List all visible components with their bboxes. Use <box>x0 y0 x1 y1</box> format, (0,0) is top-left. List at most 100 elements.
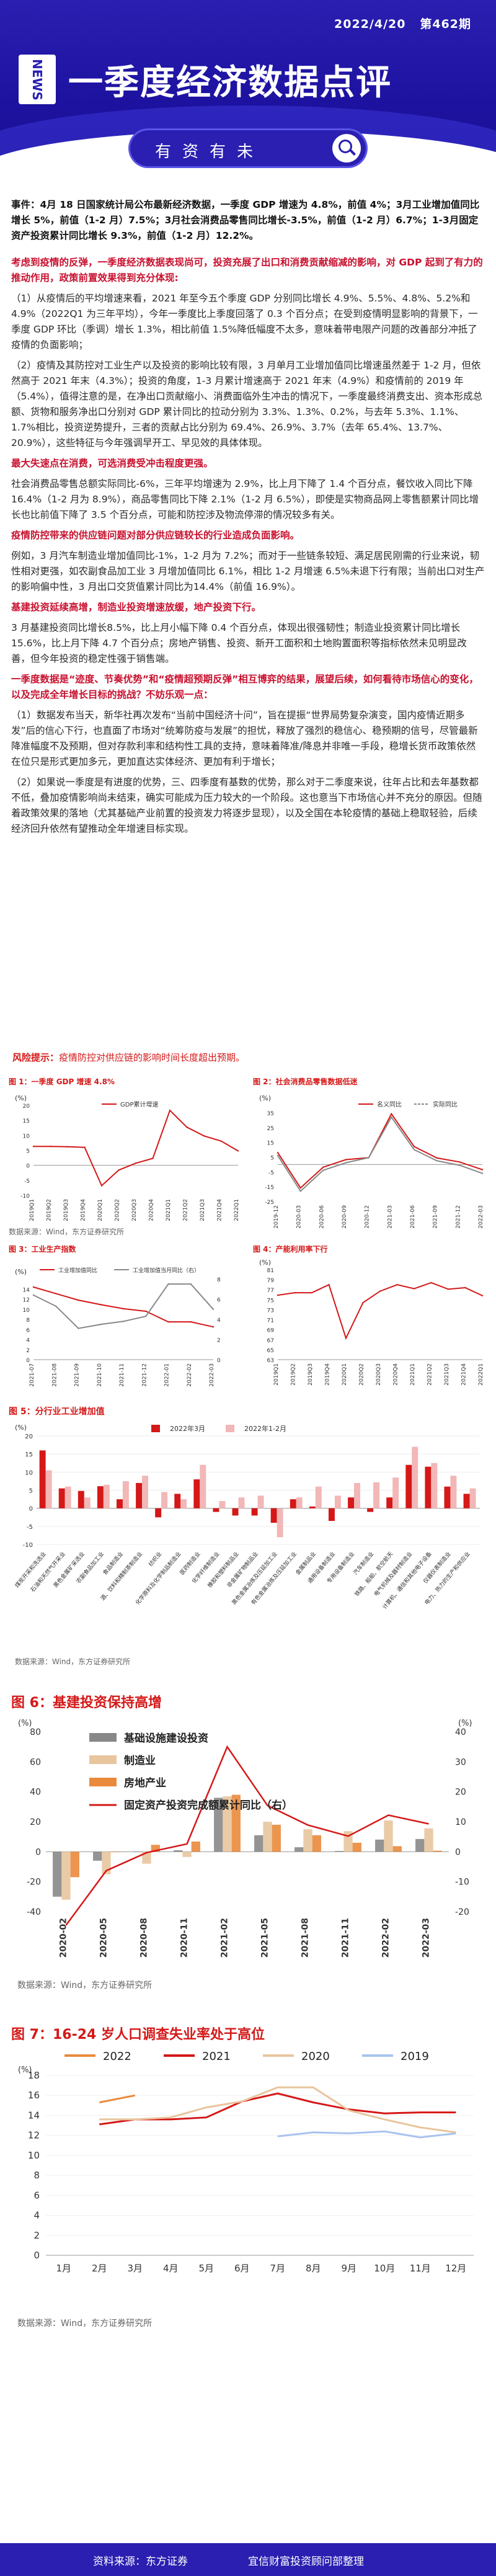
x-tick-label: 2019Q1 <box>273 1363 280 1386</box>
bar <box>290 1499 296 1509</box>
data-point <box>220 1140 222 1142</box>
footer-bar: 资料来源：东方证券 宜信财富投资顾问部整理 <box>0 2543 496 2576</box>
bar <box>39 1450 46 1509</box>
consumption-heading: 最大失速点在消费，可选消费受冲击程度更强。 <box>11 458 213 469</box>
bar <box>254 1835 264 1852</box>
x-tick-label: 纺织业 <box>147 1550 164 1567</box>
y-tick-label: 40 <box>30 1788 41 1798</box>
bar <box>431 1463 438 1509</box>
data-point <box>237 1150 239 1152</box>
x-tick-label: 2022-02 <box>187 1363 193 1387</box>
x-tick-label: 2021Q1 <box>410 1363 416 1386</box>
bar <box>174 1850 183 1852</box>
x-tick-label: 石油和天然气开采业 <box>29 1550 67 1593</box>
series-line <box>33 1109 239 1187</box>
x-tick-label: 2021-09 <box>433 1205 439 1229</box>
data-point <box>212 1326 215 1328</box>
x-tick-label: 2021-06 <box>410 1205 416 1229</box>
legend-label: 2022 <box>103 2050 131 2063</box>
x-tick-label: 2019Q4 <box>81 1199 87 1221</box>
y-tick-label: 15 <box>23 1118 30 1125</box>
bar <box>354 1482 360 1509</box>
data-point <box>55 1305 57 1308</box>
bar <box>352 1842 361 1852</box>
data-point <box>459 1161 461 1163</box>
y-tick-label: 10 <box>23 1308 30 1314</box>
y2-tick-label: 8 <box>217 1277 221 1283</box>
x-tick-label: 2021-08 <box>51 1363 58 1387</box>
data-point <box>50 1146 51 1148</box>
x-tick-label: 2022-03 <box>422 1918 432 1958</box>
y-tick-label: 5 <box>270 1155 274 1161</box>
event-text: 4月 18 日国家统计局公布最新经济数据，一季度 GDP 增速为 4.8%，前值… <box>11 199 480 241</box>
y-tick-label: 25 <box>267 1126 274 1132</box>
data-point <box>122 1308 125 1310</box>
legend-swatch <box>89 1733 117 1742</box>
bar <box>424 1828 433 1852</box>
search-icon[interactable] <box>332 134 361 163</box>
bar <box>463 1494 470 1509</box>
bar <box>142 1476 148 1509</box>
x-tick-label: 2021Q1 <box>166 1199 172 1221</box>
x-tick-label: 10月 <box>374 2263 395 2274</box>
data-point <box>391 1113 392 1115</box>
x-tick-label: 2020-09 <box>342 1205 348 1229</box>
data-point <box>135 1162 137 1164</box>
x-tick-label: 1月 <box>56 2263 71 2274</box>
data-point <box>212 1308 215 1310</box>
bar <box>373 1482 380 1509</box>
y-tick-label: 5 <box>26 1149 30 1155</box>
x-tick-label: 2021Q3 <box>200 1199 206 1221</box>
y-tick-label: 73 <box>267 1308 274 1314</box>
y-tick-label: -20 <box>27 1878 41 1887</box>
fig7-source: 数据来源：Wind，东方证券研究所 <box>17 2319 153 2329</box>
legend-swatch <box>151 1425 160 1432</box>
series-line <box>99 2086 456 2134</box>
y-tick-label: 81 <box>267 1268 274 1274</box>
fig7-svg: (%) 0 2 4 6 8 10 12 14 16 18 1月 2月 3月 4月 5月 6月 7月 8月 9月 10月 1… <box>18 2050 474 2274</box>
bar <box>405 1464 412 1509</box>
x-tick-label: 2021-12 <box>455 1205 461 1229</box>
data-point <box>322 1166 324 1168</box>
data-point <box>203 1135 205 1137</box>
data-point <box>379 1290 381 1292</box>
bar <box>191 1841 200 1852</box>
x-tick-label: 2020-05 <box>99 1918 109 1958</box>
bar <box>70 1852 79 1878</box>
legend-label: 基础设施建设投资 <box>123 1732 208 1745</box>
bar <box>312 1835 321 1852</box>
x-tick-label: 2020Q2 <box>115 1199 121 1221</box>
fig7-unemployment-chart: (%) 0 2 4 6 8 10 12 14 16 18 1月 2月 3月 4月 5月 6月 7月 8月 9月 10月 1… <box>9 2044 487 2305</box>
y-tick-label: -10 <box>23 1542 33 1549</box>
x-tick-label: 2021-11 <box>119 1363 125 1387</box>
x-tick-label: 9月 <box>341 2263 356 2274</box>
fig5-sector-chart: 图 5：分行业工业增加值 (%) -10 -5 0 5 10 15 20 煤炭开采和洗选业 石油和… <box>9 1405 487 1672</box>
x-tick-label: 2021-10 <box>97 1363 103 1387</box>
bar <box>161 1492 168 1509</box>
legend-label: 工业增加值同比 <box>58 1267 97 1274</box>
x-tick-label: 2019Q2 <box>291 1363 297 1386</box>
y-axis-unit: (%) <box>259 1094 271 1102</box>
y-tick-label: 10 <box>23 1133 30 1139</box>
bar <box>180 1499 187 1509</box>
x-tick-label: 2020Q4 <box>149 1199 155 1221</box>
bar <box>315 1486 322 1509</box>
data-point <box>396 1283 398 1286</box>
bar <box>97 1486 104 1509</box>
data-point <box>345 1337 347 1339</box>
supplychain-heading: 疫情防控带来的供应链问题对部分供应链较长的行业造成负面影响。 <box>11 530 300 541</box>
data-point <box>413 1149 415 1151</box>
y-tick-label: 12 <box>23 1298 30 1304</box>
bar <box>384 1820 393 1852</box>
fig3-title: 图 3：工业生产指数 <box>9 1245 76 1254</box>
bar <box>64 1486 71 1509</box>
bar <box>53 1852 62 1897</box>
paragraph-infra: 3 月基建投资同比增长8.5%，比上月小幅下降 0.4 个百分点，体现出很强韧性… <box>11 622 467 664</box>
legend-label: 固定资产投资完成额累计同比（右） <box>124 1799 293 1812</box>
bar <box>142 1852 151 1864</box>
data-point <box>186 1126 188 1128</box>
x-tick-label: 4月 <box>163 2263 179 2274</box>
search-pill[interactable]: 有资有未 <box>130 130 366 166</box>
y2-tick-label: 30 <box>455 1757 466 1767</box>
y2-tick-label: 0 <box>455 1847 461 1857</box>
